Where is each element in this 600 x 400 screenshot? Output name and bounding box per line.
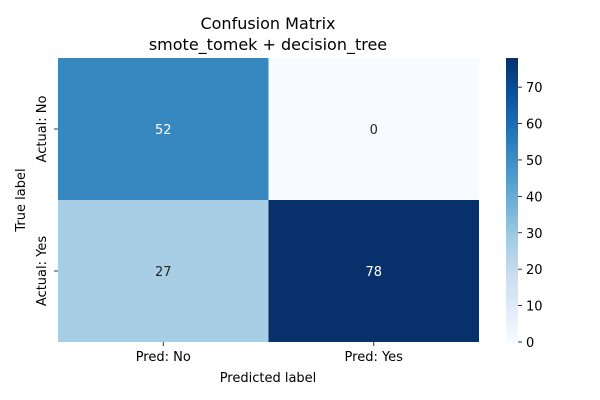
heatmap-cell: [58, 200, 269, 342]
colorbar-tick-label: 60: [526, 118, 543, 133]
x-tick-label: Pred: No: [136, 350, 191, 365]
x-tick-label: Pred: Yes: [345, 350, 404, 365]
chart-title: Confusion Matrix: [200, 14, 335, 33]
y-tick-label: Actual: No: [35, 95, 50, 162]
colorbar-tick-label: 20: [526, 263, 543, 278]
x-tick-labels: Pred: No Pred: Yes: [136, 342, 403, 365]
y-tick-labels: Actual: No Actual: Yes: [35, 95, 58, 306]
colorbar: [506, 58, 518, 342]
heatmap-cell: [268, 200, 479, 342]
y-tick-label: Actual: Yes: [35, 236, 50, 306]
colorbar-tick-label: 30: [526, 227, 543, 242]
cell-value-label: 78: [365, 265, 382, 280]
heatmap-cell: [58, 58, 269, 200]
chart-subtitle: smote_tomek + decision_tree: [149, 35, 387, 55]
colorbar-tick-label: 10: [526, 300, 543, 315]
colorbar-tick-label: 40: [526, 190, 543, 205]
colorbar-ticks: 0 10 20 30 40 50 60 70: [518, 81, 543, 351]
cell-value-label: 0: [370, 123, 378, 138]
colorbar-tick-label: 50: [526, 154, 543, 169]
cell-value-label: 27: [155, 265, 172, 280]
colorbar-tick-label: 70: [526, 81, 543, 96]
heatmap-cell: [268, 58, 479, 200]
heatmap-cells: 52 0 27 78: [58, 58, 479, 342]
x-axis-label: Predicted label: [220, 371, 317, 386]
colorbar-tick-label: 0: [526, 336, 534, 351]
y-axis-label: True label: [14, 168, 29, 232]
cell-value-label: 52: [155, 123, 172, 138]
